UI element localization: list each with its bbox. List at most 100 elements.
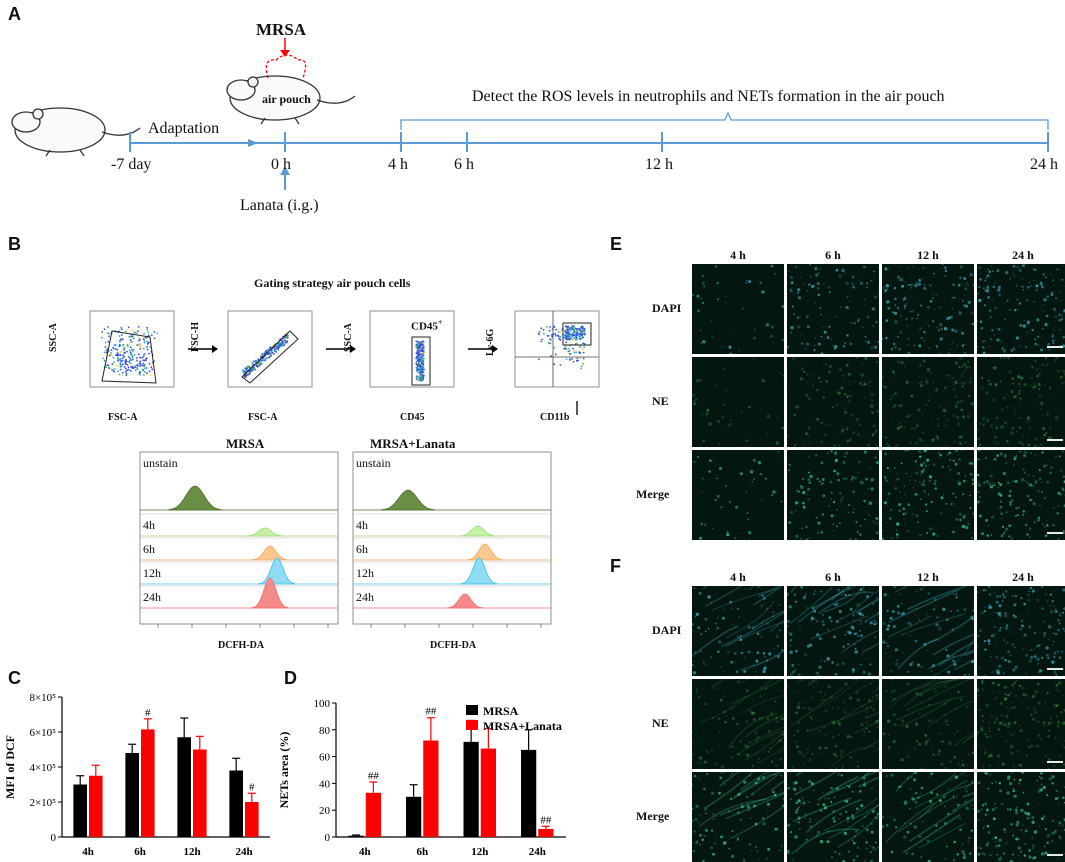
microscopy-image [882, 586, 974, 676]
microscopy-row-header: Merge [636, 809, 669, 824]
x-tick-label: 12h [471, 846, 488, 858]
tick-12h: 12 h [645, 156, 673, 174]
bar [89, 776, 103, 837]
legend-swatch [466, 705, 478, 715]
histogram-row-label: 24h [143, 590, 161, 605]
microscopy-image [882, 679, 974, 769]
microscopy-image [882, 264, 974, 354]
gating-ylabel-4: Ly-6G [485, 329, 496, 356]
tick-minus7: -7 day [111, 156, 151, 174]
microscopy-image [692, 679, 784, 769]
y-tick-label: 2×10⁵ [29, 797, 56, 809]
microscopy-image [882, 450, 974, 540]
bar [73, 785, 87, 838]
microscopy-image [977, 450, 1065, 540]
histogram-row-label: 24h [356, 590, 374, 605]
x-tick-label: 24h [235, 846, 252, 858]
gating-xlabel-4: CD11b [540, 412, 569, 423]
air-pouch-label: air pouch [262, 92, 311, 107]
microscopy-image [692, 264, 784, 354]
significance-mark: ## [368, 770, 380, 782]
hist-xlabel-mrsa: DCFH-DA [218, 640, 264, 651]
x-tick-label: 24h [529, 846, 546, 858]
bar [406, 797, 421, 837]
gating-ylabel-3: SSC-A [343, 323, 354, 352]
histogram-row-label: 6h [143, 542, 155, 557]
gating-plots [60, 305, 620, 415]
histogram-row-label: unstain [143, 456, 178, 471]
y-tick-label: 20 [319, 805, 331, 817]
microscopy-image [692, 450, 784, 540]
bar [521, 750, 536, 837]
significance-mark: ## [540, 814, 552, 826]
microscopy-image [977, 264, 1065, 354]
microscopy-col-header: 12 h [882, 248, 974, 263]
significance-mark: ## [425, 706, 437, 718]
bar [177, 737, 191, 837]
microscopy-col-header: 4 h [692, 248, 784, 263]
scale-bar [1047, 761, 1063, 763]
histogram-row-label: unstain [356, 456, 391, 471]
y-tick-label: 100 [314, 698, 331, 710]
bar [141, 729, 155, 837]
microscopy-image [787, 679, 879, 769]
microscopy-image [692, 772, 784, 862]
microscopy-image [977, 586, 1065, 676]
scale-bar [1047, 532, 1063, 534]
hist-title-mrsa-lanata: MRSA+Lanata [370, 436, 455, 452]
microscopy-col-header: 12 h [882, 570, 974, 585]
legend-swatch [466, 720, 478, 730]
histogram-row-label: 12h [143, 566, 161, 581]
x-tick-label: 4h [359, 846, 371, 858]
y-tick-label: 80 [319, 725, 331, 737]
scale-bar [1047, 439, 1063, 441]
x-tick-label: 6h [416, 846, 428, 858]
microscopy-row-header: DAPI [652, 301, 681, 316]
y-tick-label: 0 [325, 832, 331, 844]
microscopy-row-header: NE [652, 394, 669, 409]
microscopy-col-header: 4 h [692, 570, 784, 585]
bracket-text: Detect the ROS levels in neutrophils and… [472, 88, 945, 106]
microscopy-image [787, 450, 879, 540]
y-axis-label: MFI of DCF [3, 735, 17, 799]
bar [481, 749, 496, 837]
gating-ylabel-1: SSC-A [48, 323, 59, 352]
timeline-diagram [0, 0, 1065, 220]
gating-xlabel-1: FSC-A [108, 412, 137, 423]
microscopy-image [977, 357, 1065, 447]
microscopy-image [692, 357, 784, 447]
y-axis-label: NETs area (%) [277, 732, 291, 809]
tick-6h: 6 h [454, 156, 474, 174]
panel-letter-e: E [610, 234, 622, 255]
microscopy-image [787, 586, 879, 676]
tick-24h: 24 h [1030, 156, 1058, 174]
bar [464, 742, 479, 837]
scale-bar [1047, 854, 1063, 856]
histogram-row-label: 6h [356, 542, 368, 557]
legend-label: MRSA+Lanata [483, 719, 562, 733]
x-tick-label: 12h [183, 846, 200, 858]
significance-mark: # [249, 781, 255, 793]
bar [349, 836, 364, 837]
gating-ylabel-2: FSC-H [190, 322, 201, 352]
legend-label: MRSA [483, 704, 519, 718]
bar [125, 753, 139, 837]
y-tick-label: 0 [51, 832, 57, 844]
lanata-label: Lanata (i.g.) [240, 197, 319, 215]
microscopy-col-header: 24 h [977, 570, 1065, 585]
microscopy-col-header: 6 h [787, 248, 879, 263]
microscopy-image [977, 679, 1065, 769]
scale-bar [1047, 346, 1063, 348]
hist-title-mrsa: MRSA [226, 436, 264, 452]
panel-letter-b: B [8, 234, 21, 255]
hist-xlabel-mrsa-lanata: DCFH-DA [430, 640, 476, 651]
scale-bar [1047, 668, 1063, 670]
gating-cd45-gate: CD45+ [411, 318, 442, 333]
microscopy-col-header: 6 h [787, 570, 879, 585]
y-tick-label: 4×10⁵ [29, 762, 56, 774]
mrsa-label: MRSA [256, 20, 306, 40]
tick-4h: 4 h [388, 156, 408, 174]
microscopy-image [882, 772, 974, 862]
